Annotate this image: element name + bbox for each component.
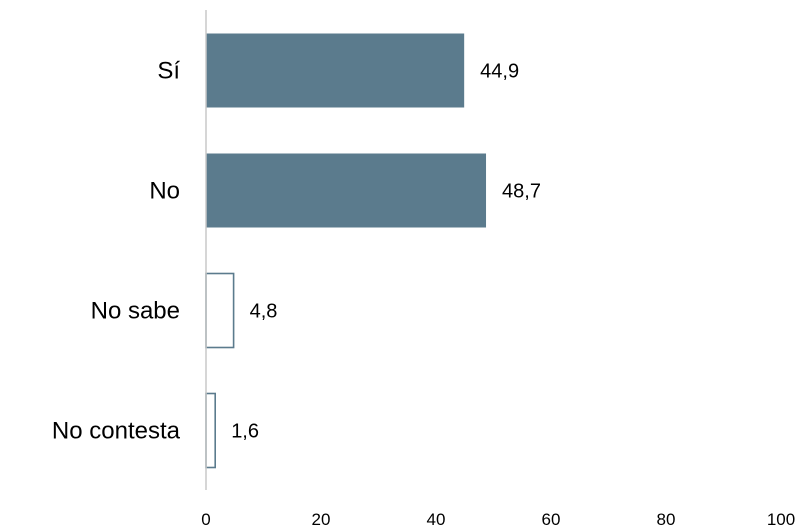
value-label: 48,7 bbox=[502, 181, 541, 203]
x-tick-label: 40 bbox=[427, 510, 446, 529]
x-tick-label: 80 bbox=[657, 510, 676, 529]
bars-group bbox=[205, 33, 487, 469]
value-label: 4,8 bbox=[250, 301, 278, 323]
value-label: 1,6 bbox=[231, 421, 259, 443]
category-label: No sabe bbox=[91, 298, 180, 325]
bar-no-contesta bbox=[205, 392, 216, 469]
value-label: 44,9 bbox=[480, 61, 519, 83]
bar-no bbox=[206, 153, 487, 228]
x-tick-label: 0 bbox=[201, 510, 210, 529]
bar-no-sabe bbox=[205, 272, 235, 349]
value-labels-group: 44,9 48,7 4,8 1,6 bbox=[231, 61, 541, 443]
category-labels-group: Sí No No sabe No contesta bbox=[52, 58, 181, 445]
x-tick-labels-group: 0 20 40 60 80 100 bbox=[201, 510, 795, 529]
x-tick-label: 20 bbox=[312, 510, 331, 529]
bar-si bbox=[206, 33, 465, 108]
category-label: Sí bbox=[157, 58, 180, 85]
x-tick-label: 100 bbox=[767, 510, 795, 529]
category-label: No contesta bbox=[52, 418, 181, 445]
category-label: No bbox=[149, 178, 180, 205]
x-tick-label: 60 bbox=[542, 510, 561, 529]
